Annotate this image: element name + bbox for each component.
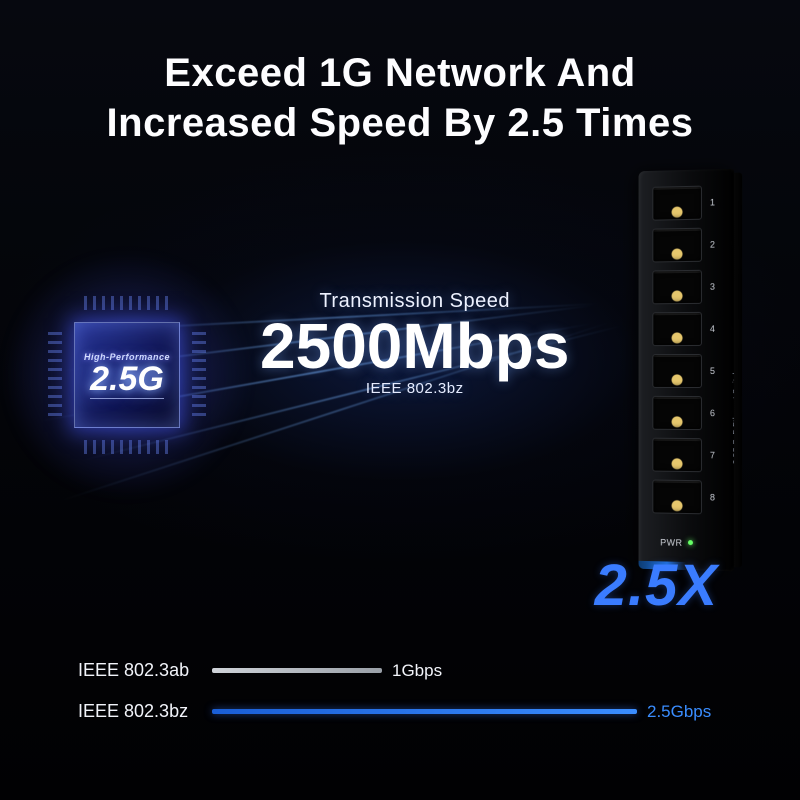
chip-trace — [84, 296, 170, 310]
compare-row: IEEE 802.3ab 1Gbps — [78, 660, 708, 681]
ethernet-port: 5 — [652, 354, 702, 388]
chip-value: 2.5G — [90, 362, 164, 399]
speed-standard: IEEE 802.3bz — [260, 380, 569, 397]
port-number: 3 — [710, 282, 715, 292]
ethernet-port: 6 — [652, 396, 702, 430]
headline-line-2: Increased Speed By 2.5 Times — [0, 98, 800, 148]
port-number: 7 — [710, 450, 715, 460]
compare-bar-fill — [212, 709, 637, 714]
ethernet-port: 7 — [652, 438, 702, 473]
ethernet-port: 8 — [652, 480, 702, 515]
speed-comparison: 2.5X IEEE 802.3ab1GbpsIEEE 802.3bz2.5Gbp… — [78, 640, 708, 722]
compare-standard-label: IEEE 802.3bz — [78, 701, 206, 722]
multiplier-badge: 2.5X — [595, 552, 718, 619]
port-number: 5 — [710, 366, 715, 376]
port-number: 8 — [710, 492, 715, 502]
ethernet-port: 4 — [652, 312, 702, 346]
ethernet-port: 1 — [652, 186, 702, 221]
headline-line-1: Exceed 1G Network And — [0, 48, 800, 98]
chip-badge: High-Performance 2.5G — [62, 310, 192, 440]
headline: Exceed 1G Network And Increased Speed By… — [0, 48, 800, 148]
port-number: 6 — [710, 408, 715, 418]
ethernet-port: 2 — [652, 228, 702, 263]
compare-rate-label: 1Gbps — [392, 661, 442, 681]
port-column: 1 2 3 4 5 6 7 8 — [652, 186, 702, 515]
port-number: 1 — [710, 197, 715, 207]
chip-trace — [84, 440, 170, 454]
port-number: 4 — [710, 324, 715, 334]
ethernet-port: 3 — [652, 270, 702, 305]
compare-bar — [212, 668, 382, 673]
compare-bar-fill — [212, 668, 382, 673]
network-switch: 12345678 PWR 2.5G PoE Ethernet Switch — [639, 169, 734, 572]
compare-standard-label: IEEE 802.3ab — [78, 660, 206, 681]
power-label: PWR — [660, 537, 682, 547]
compare-row: IEEE 802.3bz 2.5Gbps — [78, 701, 708, 722]
speed-block: Transmission Speed 2500Mbps IEEE 802.3bz — [260, 290, 569, 397]
power-led-icon — [688, 540, 693, 545]
speed-value: 2500Mbps — [260, 313, 569, 380]
chip-trace — [192, 332, 206, 418]
compare-bar — [212, 709, 637, 714]
chip-die: High-Performance 2.5G — [74, 322, 180, 428]
device-side-text: 2.5G PoE Ethernet Switch — [733, 370, 740, 464]
chip-trace — [48, 332, 62, 418]
port-number: 2 — [710, 240, 715, 250]
compare-rate-label: 2.5Gbps — [647, 702, 711, 722]
